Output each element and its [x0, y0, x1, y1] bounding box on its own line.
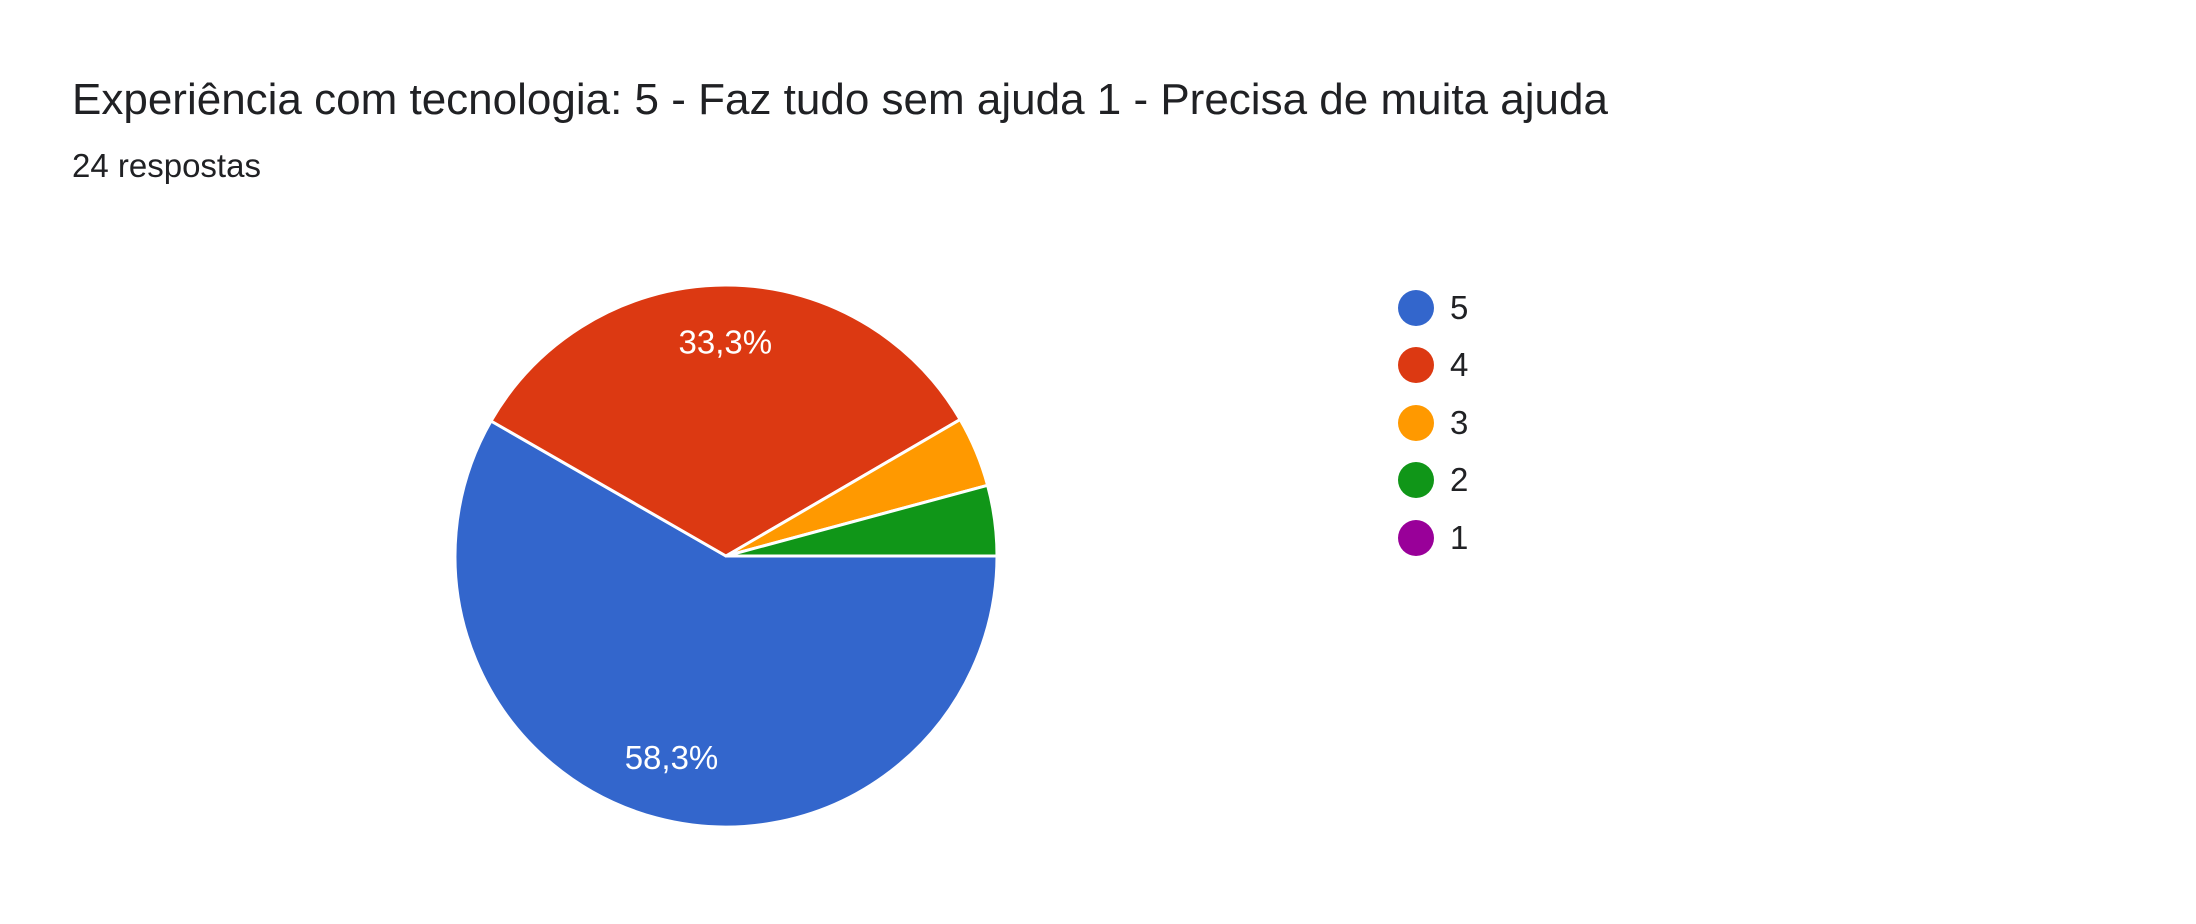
- legend-item-4[interactable]: 4: [1398, 337, 1468, 395]
- slice-data-label-4: 33,3%: [679, 323, 773, 360]
- response-count: 24 respostas: [72, 147, 261, 184]
- legend-swatch-1: [1398, 519, 1434, 556]
- legend-label-2: 2: [1450, 461, 1469, 499]
- legend-item-5[interactable]: 5: [1398, 279, 1468, 337]
- chart-title: Experiência com tecnologia: 5 - Faz tudo…: [72, 75, 1608, 124]
- legend-swatch-4: [1398, 347, 1434, 384]
- pie-slices: [453, 283, 999, 829]
- legend-item-2[interactable]: 2: [1398, 452, 1468, 510]
- pie-slice-4[interactable]: [489, 283, 962, 558]
- legend-swatch-2: [1398, 462, 1434, 499]
- legend-swatch-5: [1398, 289, 1434, 326]
- legend-item-1[interactable]: 1: [1398, 509, 1468, 567]
- legend-swatch-3: [1398, 404, 1434, 441]
- pie-slice-2[interactable]: [724, 483, 999, 558]
- pie-slice-5[interactable]: [453, 419, 999, 829]
- chart-legend: 5 4 3 2 1: [1398, 279, 1468, 567]
- legend-label-4: 4: [1450, 346, 1469, 384]
- pie-data-labels: 58,3% 33,3%: [625, 323, 772, 776]
- legend-label-1: 1: [1450, 518, 1469, 556]
- legend-label-3: 3: [1450, 403, 1469, 441]
- legend-item-3[interactable]: 3: [1398, 394, 1468, 452]
- legend-label-5: 5: [1450, 288, 1469, 326]
- slice-data-label-5: 58,3%: [625, 739, 719, 776]
